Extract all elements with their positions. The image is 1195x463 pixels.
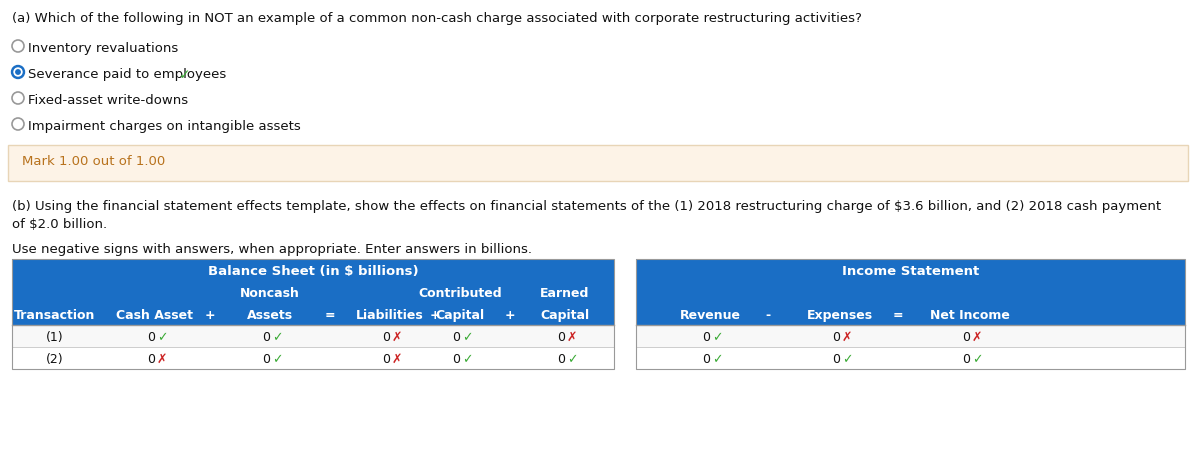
Bar xyxy=(12,282,614,303)
Text: Severance paid to employees: Severance paid to employees xyxy=(27,68,226,81)
Text: Noncash: Noncash xyxy=(240,287,300,300)
Bar xyxy=(636,259,1185,369)
Text: 0: 0 xyxy=(557,330,565,343)
Text: (a) Which of the following in NOT an example of a common non-cash charge associa: (a) Which of the following in NOT an exa… xyxy=(12,12,862,25)
Text: 0: 0 xyxy=(452,352,460,365)
Circle shape xyxy=(16,71,20,75)
Text: Liabilities: Liabilities xyxy=(356,308,424,321)
Text: ✓: ✓ xyxy=(462,330,472,343)
Bar xyxy=(636,303,1185,325)
Text: Contributed: Contributed xyxy=(418,287,502,300)
Text: 0: 0 xyxy=(262,352,270,365)
Text: 0: 0 xyxy=(962,352,970,365)
Text: ✗: ✗ xyxy=(972,330,982,343)
Text: +: + xyxy=(504,308,515,321)
Text: 0: 0 xyxy=(382,352,390,365)
Text: Fixed-asset write-downs: Fixed-asset write-downs xyxy=(27,94,188,107)
Bar xyxy=(636,282,1185,303)
Text: ✗: ✗ xyxy=(392,330,403,343)
Text: (1): (1) xyxy=(47,330,63,343)
Text: 0: 0 xyxy=(832,352,840,365)
Text: ✗: ✗ xyxy=(842,330,852,343)
Text: Inventory revaluations: Inventory revaluations xyxy=(27,42,178,55)
Text: Assets: Assets xyxy=(247,308,293,321)
Text: 0: 0 xyxy=(832,330,840,343)
Text: Expenses: Expenses xyxy=(807,308,874,321)
Bar xyxy=(636,259,1185,282)
Text: ✓: ✓ xyxy=(157,330,167,343)
Text: ✓: ✓ xyxy=(272,330,282,343)
Text: 0: 0 xyxy=(147,330,155,343)
Text: ✓: ✓ xyxy=(272,352,282,365)
Text: Balance Sheet (in $ billions): Balance Sheet (in $ billions) xyxy=(208,264,418,277)
Text: Cash Asset: Cash Asset xyxy=(116,308,194,321)
Text: Revenue: Revenue xyxy=(680,308,741,321)
Text: ✓: ✓ xyxy=(462,352,472,365)
Text: ✗: ✗ xyxy=(157,352,167,365)
Text: Capital: Capital xyxy=(435,308,484,321)
Text: Use negative signs with answers, when appropriate. Enter answers in billions.: Use negative signs with answers, when ap… xyxy=(12,243,532,256)
Text: ✓: ✓ xyxy=(566,352,577,365)
Text: ✗: ✗ xyxy=(392,352,403,365)
Text: ✓: ✓ xyxy=(712,330,723,343)
Text: ✗: ✗ xyxy=(566,330,577,343)
Text: =: = xyxy=(325,308,336,321)
Bar xyxy=(12,303,614,325)
Text: 0: 0 xyxy=(701,330,710,343)
Text: Net Income: Net Income xyxy=(930,308,1010,321)
Bar xyxy=(12,347,614,369)
Text: ✓: ✓ xyxy=(842,352,852,365)
Bar xyxy=(12,325,614,347)
Bar xyxy=(8,146,1188,181)
Text: 0: 0 xyxy=(147,352,155,365)
Bar xyxy=(636,325,1185,347)
Text: 0: 0 xyxy=(701,352,710,365)
Text: Impairment charges on intangible assets: Impairment charges on intangible assets xyxy=(27,120,301,133)
Circle shape xyxy=(12,66,25,79)
Text: 0: 0 xyxy=(262,330,270,343)
Bar xyxy=(12,259,614,282)
Text: 0: 0 xyxy=(962,330,970,343)
Circle shape xyxy=(14,69,22,77)
Text: +: + xyxy=(430,308,440,321)
Text: 0: 0 xyxy=(557,352,565,365)
Text: Mark 1.00 out of 1.00: Mark 1.00 out of 1.00 xyxy=(22,155,165,168)
Text: 0: 0 xyxy=(452,330,460,343)
Text: 0: 0 xyxy=(382,330,390,343)
Text: +: + xyxy=(204,308,215,321)
Text: Transaction: Transaction xyxy=(14,308,96,321)
Text: (b) Using the financial statement effects template, show the effects on financia: (b) Using the financial statement effect… xyxy=(12,200,1162,213)
Bar xyxy=(636,347,1185,369)
Text: =: = xyxy=(893,308,903,321)
Text: -: - xyxy=(766,308,771,321)
Text: ✓: ✓ xyxy=(712,352,723,365)
Text: ✓: ✓ xyxy=(972,352,982,365)
Bar xyxy=(12,259,614,369)
Text: Income Statement: Income Statement xyxy=(841,264,979,277)
Text: ✓: ✓ xyxy=(178,68,190,82)
Text: Capital: Capital xyxy=(540,308,589,321)
Text: Earned: Earned xyxy=(540,287,589,300)
Text: of $2.0 billion.: of $2.0 billion. xyxy=(12,218,108,231)
Text: (2): (2) xyxy=(47,352,63,365)
